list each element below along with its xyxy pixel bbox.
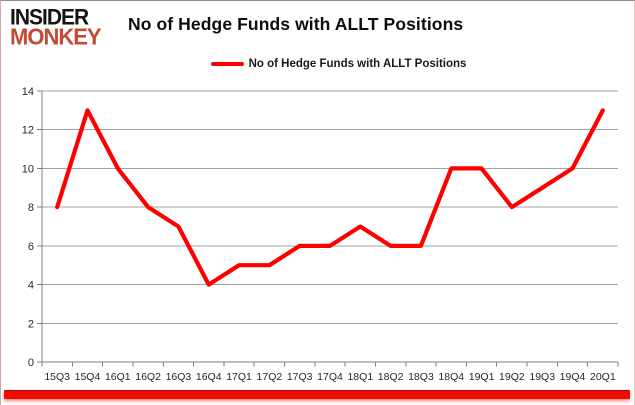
y-axis-tick-label: 4: [28, 280, 34, 292]
x-axis-tick-label: 17Q4: [317, 371, 343, 383]
x-axis-tick-label: 19Q2: [499, 371, 525, 383]
y-axis-tick-label: 10: [22, 163, 34, 175]
x-axis-tick-label: 16Q1: [105, 371, 131, 383]
logo-line-monkey: MONKEY: [10, 23, 102, 50]
x-axis-tick-label: 16Q2: [135, 371, 161, 383]
chart-title: No of Hedge Funds with ALLT Positions: [128, 14, 464, 34]
x-axis-tick-label: 17Q2: [257, 371, 283, 383]
legend: No of Hedge Funds with ALLT Positions: [1, 58, 634, 70]
logo-line-insider: INSIDER: [10, 5, 89, 30]
x-axis-tick-label: 18Q1: [347, 371, 373, 383]
x-axis-tick-label: 19Q1: [469, 371, 495, 383]
y-axis-tick-label: 6: [28, 241, 34, 253]
legend-label: No of Hedge Funds with ALLT Positions: [248, 58, 467, 70]
x-axis-tick-label: 18Q4: [438, 371, 464, 383]
y-axis-tick-label: 14: [22, 86, 34, 98]
x-axis-tick-label: 17Q1: [226, 371, 252, 383]
y-axis-tick-label: 12: [22, 125, 34, 137]
x-axis-tick-label: 15Q3: [44, 371, 70, 383]
x-axis-tick-label: 18Q3: [408, 371, 434, 383]
series-line: [55, 108, 605, 287]
x-axis-tick-label: 17Q3: [287, 371, 313, 383]
x-axis-tick-label: 18Q2: [378, 371, 404, 383]
legend-line-swatch: [210, 62, 244, 66]
y-axis-tick-label: 8: [28, 202, 34, 214]
x-axis-tick-label: 20Q1: [590, 371, 616, 383]
x-axis-tick-label: 16Q4: [196, 371, 222, 383]
x-axis-tick-label: 16Q3: [166, 371, 192, 383]
x-axis-tick-label: 15Q4: [75, 371, 101, 383]
x-axis-tick-label: 19Q3: [529, 371, 555, 383]
insider-monkey-logo: INSIDER MONKEY: [10, 5, 102, 50]
y-axis-tick-label: 2: [28, 318, 34, 330]
x-axis-tick-label: 19Q4: [560, 371, 586, 383]
bottom-red-bar: [4, 390, 630, 399]
y-axis-tick-label: 0: [28, 357, 34, 369]
